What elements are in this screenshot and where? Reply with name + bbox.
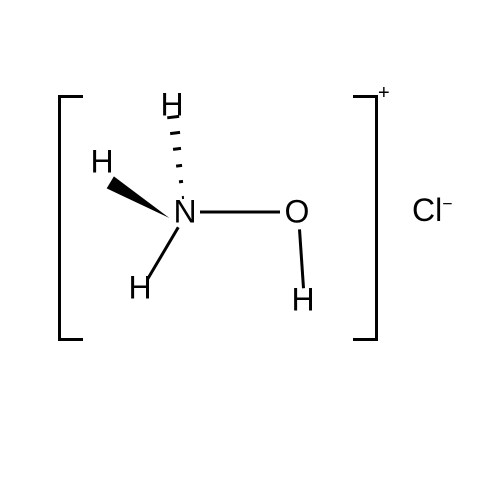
bond-wedge [107,176,173,224]
bond-hash [173,117,183,198]
bond-plain [147,226,180,279]
chloride-symbol: Cl [412,192,442,228]
atom-oxygen: O [285,194,310,231]
atom-h-bottom-right: H [291,282,314,319]
atom-h-left: H [90,144,113,181]
chloride-charge: − [442,193,452,213]
atom-h-top: H [160,87,183,124]
chloride-counterion: Cl− [412,192,453,229]
right-bracket [353,95,378,341]
left-bracket [58,95,83,341]
plus-charge: + [378,82,390,105]
atom-nitrogen: N [173,194,196,231]
bond-plain [200,211,280,214]
bond-plain [298,229,305,288]
molecule-canvas: + Cl− N O H H H H [0,0,500,500]
atom-h-bottom-left: H [128,270,151,307]
